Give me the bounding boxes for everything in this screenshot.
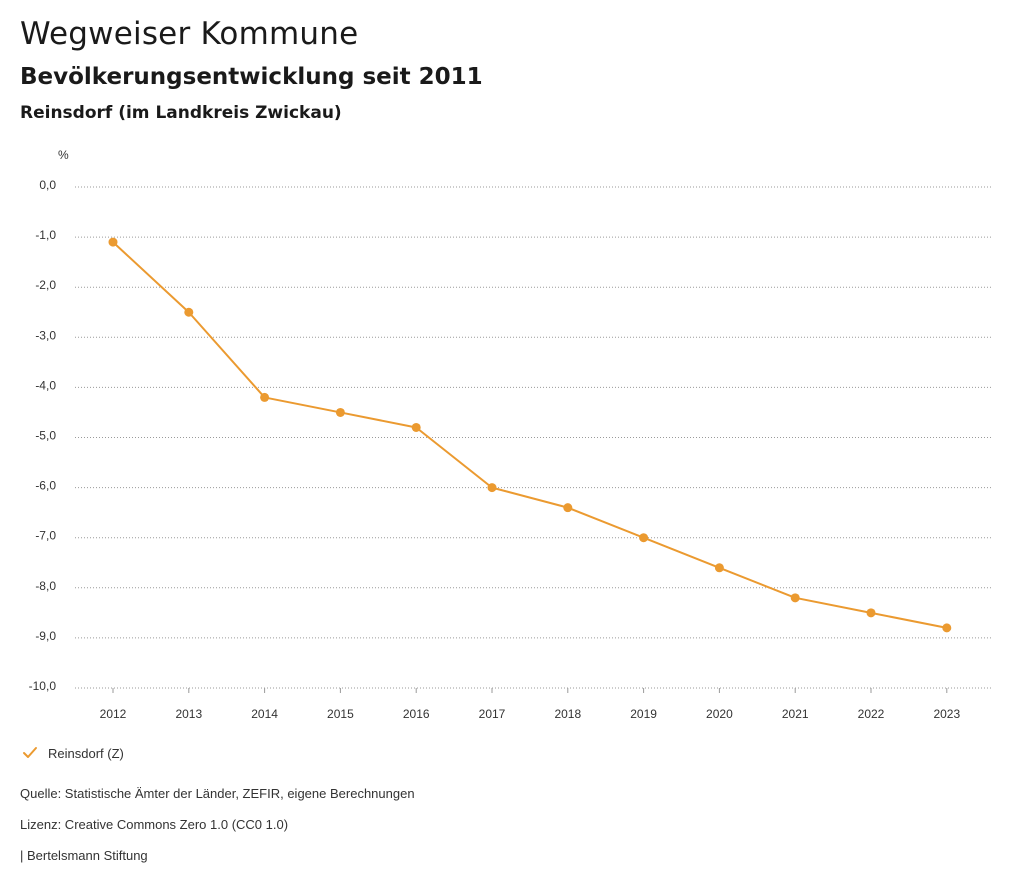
y-tick-label: -1,0	[35, 228, 56, 242]
x-axis-ticks: 2012 2013 2014 2015 2016 2017 2018 2019 2020 2021…	[100, 688, 960, 721]
x-tick-label: 2014	[251, 707, 278, 721]
legend-label: Reinsdorf (Z)	[48, 745, 124, 761]
y-tick-label: -2,0	[35, 278, 56, 292]
data-point[interactable]	[942, 623, 952, 633]
legend[interactable]: Reinsdorf (Z)	[22, 745, 124, 761]
data-point[interactable]	[866, 608, 876, 618]
data-point[interactable]	[487, 483, 497, 493]
y-tick-label: -3,0	[35, 328, 56, 342]
data-point[interactable]	[790, 593, 800, 603]
chart-subtitle: Bevölkerungsentwicklung seit 2011	[20, 64, 483, 90]
x-tick-label: 2021	[782, 707, 809, 721]
data-point[interactable]	[411, 422, 421, 432]
y-tick-label: -7,0	[35, 529, 56, 543]
x-tick-label: 2012	[100, 707, 127, 721]
gridlines	[75, 186, 993, 689]
y-axis-ticks: 0,0 -1,0 -2,0 -3,0 -4,0 -5,0 -6,0 -7,0 -8,0 -9,0 -…	[29, 178, 57, 693]
publisher-note: | Bertelsmann Stiftung	[20, 848, 148, 863]
data-point[interactable]	[563, 503, 573, 513]
source-note: Quelle: Statistische Ämter der Länder, Z…	[20, 786, 415, 801]
data-point[interactable]	[639, 533, 649, 543]
license-note: Lizenz: Creative Commons Zero 1.0 (CC0 1…	[20, 817, 289, 832]
series-reinsdorf	[108, 237, 952, 633]
y-tick-label: -9,0	[35, 629, 56, 643]
page-title: Wegweiser Kommune	[20, 16, 359, 52]
x-tick-label: 2013	[175, 707, 202, 721]
x-tick-label: 2022	[858, 707, 885, 721]
series-line	[112, 241, 947, 629]
x-tick-label: 2015	[327, 707, 354, 721]
data-point[interactable]	[184, 307, 194, 317]
y-tick-label: -8,0	[35, 579, 56, 593]
x-tick-label: 2017	[479, 707, 506, 721]
x-tick-label: 2019	[630, 707, 657, 721]
checkmark-icon	[23, 747, 37, 758]
data-point[interactable]	[335, 407, 345, 417]
y-tick-label: -10,0	[29, 679, 57, 693]
data-point[interactable]	[260, 392, 270, 402]
y-tick-label: -6,0	[35, 479, 56, 493]
y-tick-label: 0,0	[39, 178, 56, 192]
population-line-chart: % 0,0 -1,0 -2,0 -3,0 -4,0 -5,0 -6,0 -7,0 -8,0 -9,…	[29, 148, 993, 721]
data-point[interactable]	[714, 563, 724, 573]
data-point[interactable]	[108, 237, 118, 247]
region-label: Reinsdorf (im Landkreis Zwickau)	[20, 103, 342, 123]
y-tick-label: -5,0	[35, 429, 56, 443]
x-tick-label: 2020	[706, 707, 733, 721]
x-tick-label: 2018	[554, 707, 581, 721]
x-tick-label: 2023	[933, 707, 960, 721]
y-tick-label: -4,0	[35, 378, 56, 392]
x-tick-label: 2016	[403, 707, 430, 721]
y-axis-unit-label: %	[58, 148, 69, 162]
